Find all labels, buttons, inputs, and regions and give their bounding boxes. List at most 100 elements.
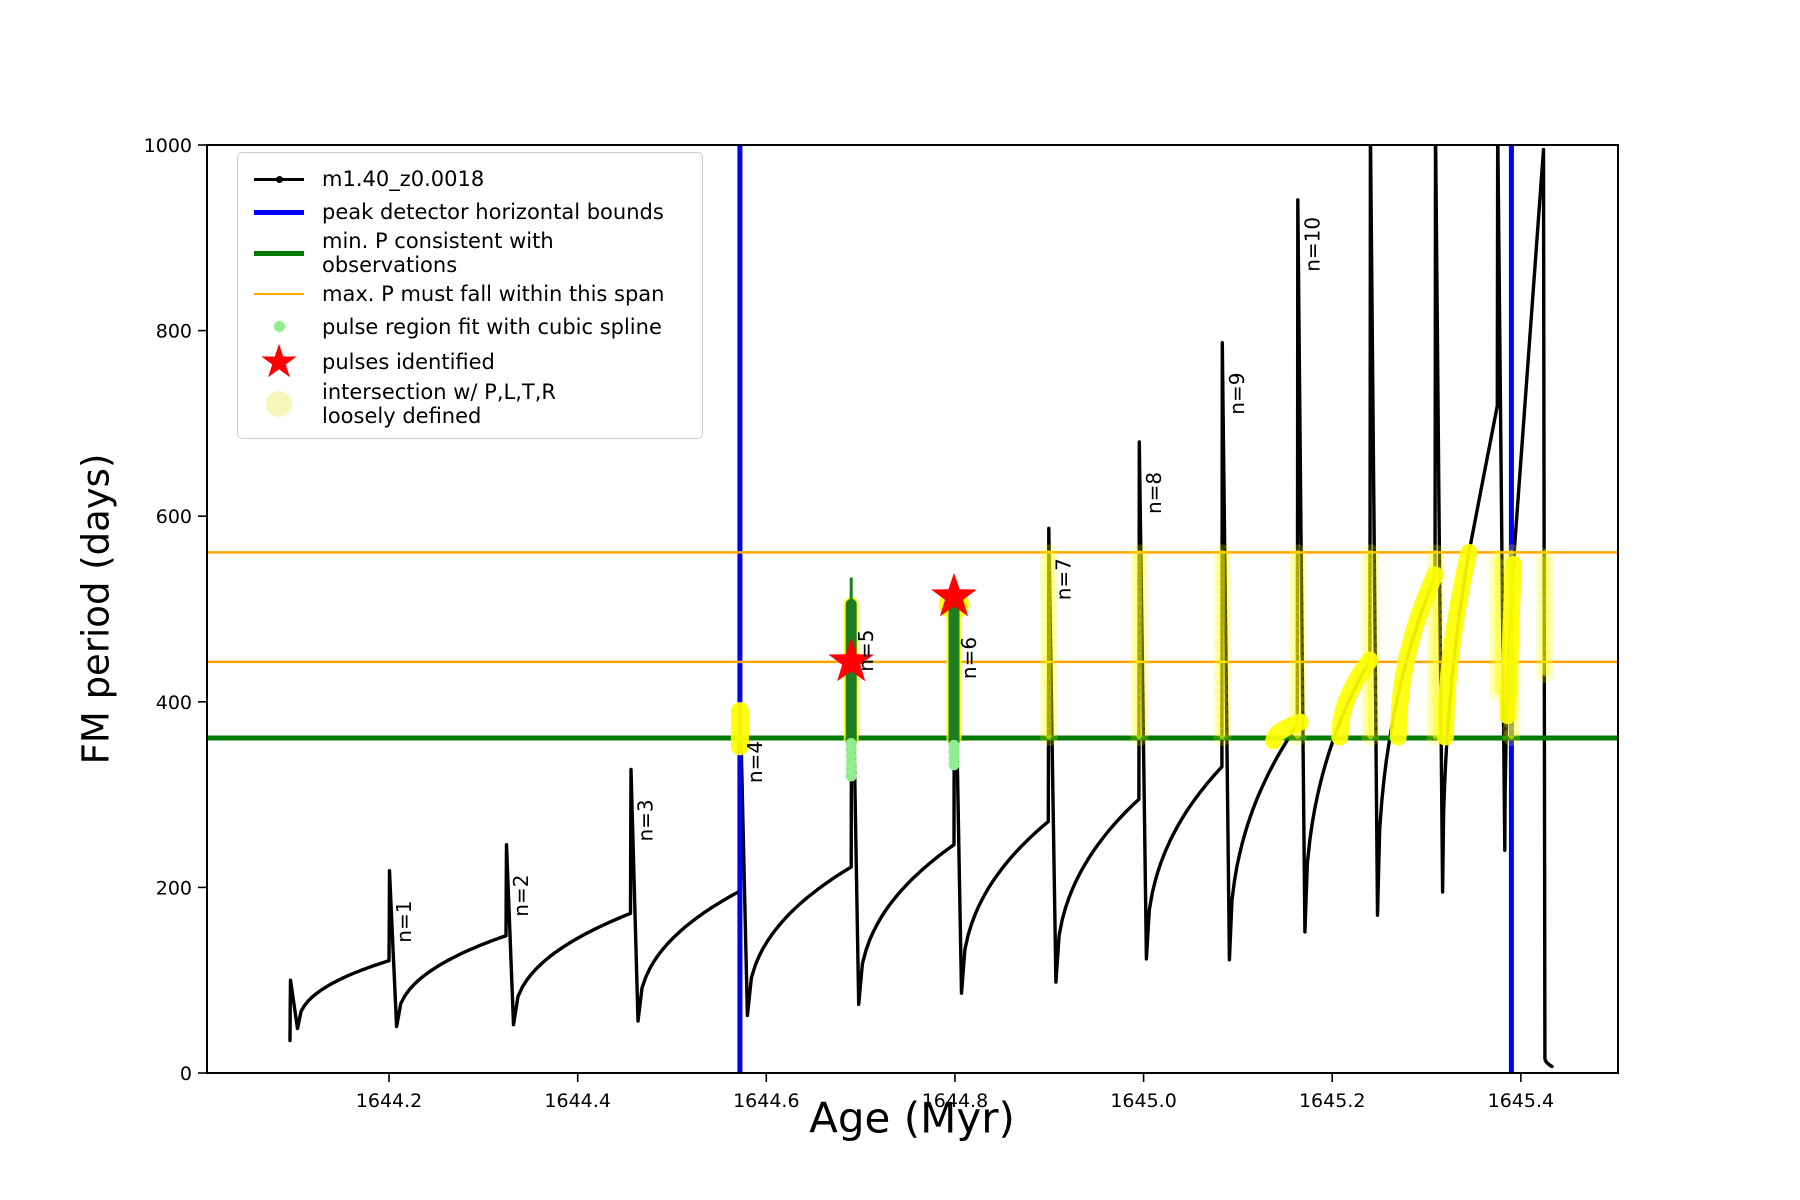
yellow-intersection-dot bbox=[1039, 661, 1058, 680]
legend-item-label: pulses identified bbox=[322, 349, 495, 374]
yellow-intersection-dot bbox=[1426, 611, 1445, 630]
yellow-intersection-dot bbox=[1039, 619, 1058, 638]
yellow-intersection-dot bbox=[1039, 569, 1058, 588]
yellow-arc bbox=[1499, 556, 1522, 725]
y-tick-label: 0 bbox=[180, 1063, 192, 1085]
legend-item-label: intersection w/ P,L,T,R loosely defined bbox=[322, 380, 556, 429]
yellow-intersection-dot bbox=[1488, 583, 1507, 602]
yellow-intersection-dot bbox=[1288, 636, 1307, 655]
yellow-intersection-dot bbox=[1039, 728, 1058, 747]
yellow-intersection-dot bbox=[1288, 694, 1307, 713]
yellow-intersection-dot bbox=[1039, 703, 1058, 722]
small-dot-swatch-icon bbox=[248, 321, 310, 333]
yellow-intersection-dot bbox=[1288, 627, 1307, 646]
legend-item-4: pulse region fit with cubic spline bbox=[248, 310, 688, 343]
yellow-intersection-dot bbox=[1130, 602, 1149, 621]
pulse-star bbox=[828, 637, 874, 682]
legend-item-3: max. P must fall within this span bbox=[248, 277, 688, 310]
yellow-intersection-dot bbox=[1130, 728, 1149, 747]
yellow-intersection-dot bbox=[1213, 728, 1232, 747]
yellow-intersection-dot bbox=[1361, 677, 1380, 696]
yellow-intersection-dot bbox=[1130, 694, 1149, 713]
lightgreen-spline-dot bbox=[845, 738, 857, 750]
yellow-intersection-dot bbox=[1130, 719, 1149, 738]
legend-item-label: m1.40_z0.0018 bbox=[322, 167, 485, 192]
yellow-intersection-dot bbox=[1213, 703, 1232, 722]
legend-item-1: peak detector horizontal bounds bbox=[248, 196, 688, 229]
yellow-intersection-dot bbox=[1502, 719, 1521, 738]
yellow-intersection-dot bbox=[1288, 552, 1307, 571]
yellow-arc bbox=[1436, 543, 1478, 746]
yellow-intersection-dot bbox=[1361, 636, 1380, 655]
yellow-intersection-dot bbox=[1361, 594, 1380, 613]
x-tick-label: 1644.8 bbox=[922, 1090, 988, 1112]
yellow-intersection-dot bbox=[1039, 694, 1058, 713]
lightgreen-spline-dot bbox=[948, 739, 960, 751]
yellow-intersection-dot bbox=[1361, 694, 1380, 713]
yellow-intersection-dot bbox=[1213, 677, 1232, 696]
yellow-intersection-dot bbox=[1130, 686, 1149, 705]
yellow-intersection-dot bbox=[1426, 636, 1445, 655]
yellow-intersection-dot bbox=[1361, 586, 1380, 605]
pulse-label-n8: n=8 bbox=[1142, 472, 1166, 514]
yellow-intersection-dot bbox=[1039, 611, 1058, 630]
yellow-intersection-dot bbox=[1130, 552, 1149, 571]
yellow-intersection-dot bbox=[1288, 644, 1307, 663]
yellow-intersection-dot bbox=[1039, 677, 1058, 696]
yellow-intersection-dot bbox=[1535, 564, 1554, 583]
pulse-label-n2: n=2 bbox=[509, 875, 533, 917]
yellow-intersection-dot bbox=[1361, 627, 1380, 646]
yellow-intersection-dot bbox=[1130, 586, 1149, 605]
yellow-intersection-dot bbox=[1039, 627, 1058, 646]
yellow-intersection-dot bbox=[1535, 598, 1554, 617]
line-swatch-icon bbox=[248, 292, 310, 295]
yellow-intersection-dot bbox=[1130, 611, 1149, 630]
yellow-intersection-dot bbox=[1213, 619, 1232, 638]
legend-item-0: m1.40_z0.0018 bbox=[248, 163, 688, 196]
yellow-intersection-dot bbox=[1488, 549, 1507, 568]
yellow-intersection-dot bbox=[1213, 577, 1232, 596]
yellow-intersection-dot bbox=[1039, 652, 1058, 671]
legend-item-label: max. P must fall within this span bbox=[322, 281, 665, 306]
yellow-intersection-dot bbox=[1535, 606, 1554, 625]
yellow-intersection-dot bbox=[1213, 669, 1232, 688]
pulse-label-n9: n=9 bbox=[1225, 373, 1249, 415]
yellow-intersection-dot bbox=[1535, 656, 1554, 675]
yellow-intersection-dot bbox=[1426, 544, 1445, 563]
yellow-intersection-dot bbox=[1130, 669, 1149, 688]
yellow-intersection-dot bbox=[1426, 627, 1445, 646]
yellow-intersection-dot bbox=[1039, 711, 1058, 730]
yellow-intersection-dot bbox=[1213, 694, 1232, 713]
yellow-intersection-dot bbox=[1361, 544, 1380, 563]
yellow-intersection-dot bbox=[1213, 602, 1232, 621]
yellow-intersection-dot bbox=[1488, 608, 1507, 627]
yellow-arc bbox=[1331, 651, 1379, 746]
star-swatch-icon: ★ bbox=[258, 334, 300, 389]
yellow-intersection-dot bbox=[1361, 569, 1380, 588]
yellow-intersection-dot bbox=[1039, 636, 1058, 655]
yellow-intersection-dot bbox=[1039, 686, 1058, 705]
yellow-arc bbox=[1265, 713, 1309, 750]
legend-item-label: peak detector horizontal bounds bbox=[322, 200, 664, 225]
yellow-intersection-dot bbox=[1361, 619, 1380, 638]
legend-item-label: pulse region fit with cubic spline bbox=[322, 314, 662, 339]
x-tick-label: 1644.2 bbox=[356, 1090, 422, 1112]
yellow-intersection-dot bbox=[1361, 602, 1380, 621]
plot-area-group bbox=[207, 145, 1618, 1073]
yellow-intersection-dot bbox=[1361, 552, 1380, 571]
yellow-intersection-dot bbox=[1288, 619, 1307, 638]
yellow-intersection-dot bbox=[1130, 561, 1149, 580]
yellow-intersection-dot bbox=[1361, 611, 1380, 630]
yellow-intersection-dot bbox=[1130, 636, 1149, 655]
yellow-intersection-dot bbox=[1426, 552, 1445, 571]
pulse-label-n5: n=5 bbox=[854, 630, 878, 672]
yellow-intersection-dot bbox=[1488, 566, 1507, 585]
yellow-intersection-dot bbox=[1288, 544, 1307, 563]
yellow-intersection-dot bbox=[1213, 686, 1232, 705]
yellow-intersection-dot bbox=[1535, 581, 1554, 600]
yellow-intersection-dot bbox=[1361, 561, 1380, 580]
yellow-intersection-dot bbox=[1502, 728, 1521, 747]
pulse-star bbox=[931, 572, 977, 617]
